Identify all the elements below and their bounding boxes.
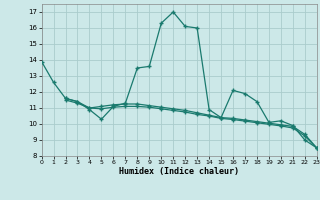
- X-axis label: Humidex (Indice chaleur): Humidex (Indice chaleur): [119, 167, 239, 176]
